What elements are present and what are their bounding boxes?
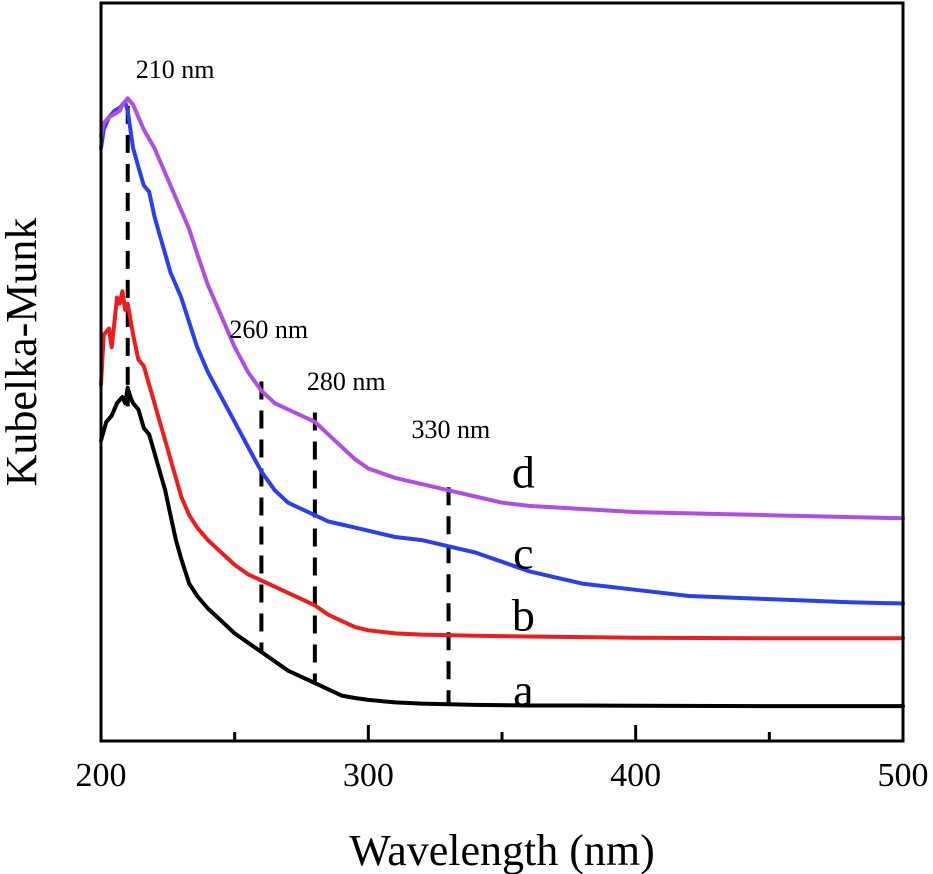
y-axis-title: Kubelka-Munk bbox=[0, 218, 46, 487]
x-tick-label-500: 500 bbox=[878, 757, 929, 794]
reference-label-280: 280 nm bbox=[307, 367, 386, 396]
series-line-b bbox=[99, 289, 905, 641]
x-tick-label-300: 300 bbox=[343, 757, 394, 794]
x-axis-ticks bbox=[99, 725, 905, 741]
series-line-d bbox=[99, 96, 905, 521]
curve-label-b: b bbox=[512, 590, 535, 641]
x-axis-title: Wavelength (nm) bbox=[349, 826, 655, 874]
series-lines bbox=[99, 96, 905, 709]
reference-label-210: 210 nm bbox=[136, 55, 215, 84]
reference-annotations: 210 nm 260 nm 280 nm 330 nm bbox=[136, 55, 491, 444]
curve-label-d: d bbox=[512, 447, 535, 498]
x-axis-tick-labels: 200 300 400 500 bbox=[76, 757, 929, 794]
curve-label-a: a bbox=[513, 664, 533, 715]
reference-lines bbox=[125, 105, 451, 705]
series-line-a bbox=[99, 385, 905, 709]
curve-label-c: c bbox=[513, 528, 533, 579]
series-line-c bbox=[99, 99, 905, 606]
reference-label-260: 260 nm bbox=[229, 315, 308, 344]
plot-frame bbox=[99, 1, 905, 743]
x-tick-label-400: 400 bbox=[610, 757, 661, 794]
x-tick-label-200: 200 bbox=[76, 757, 127, 794]
reference-label-330: 330 nm bbox=[412, 415, 491, 444]
